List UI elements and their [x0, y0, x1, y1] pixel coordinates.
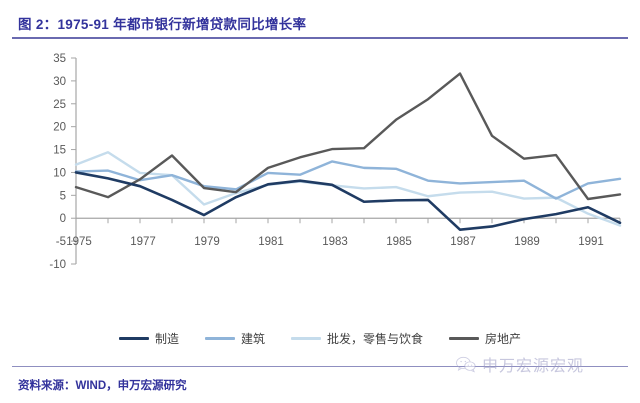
legend-item[interactable]: 房地产	[449, 330, 521, 347]
series-line	[74, 171, 622, 231]
y-tick-label: 5	[60, 190, 66, 202]
title-divider	[12, 37, 628, 39]
x-tick-label: 1989	[514, 236, 540, 248]
x-tick-label: 1985	[386, 236, 412, 248]
legend-label: 批发，零售与饮食	[327, 332, 424, 346]
y-tick-label: 35	[53, 53, 66, 65]
figure-title: 图 2：1975-91 年都市银行新增贷款同比增长率	[18, 17, 307, 32]
chart-legend: 制造 建筑 批发，零售与饮食 房地产	[0, 330, 640, 347]
legend-label: 建筑	[240, 332, 265, 346]
footer-divider	[12, 366, 628, 367]
x-tick-label: 1991	[578, 236, 604, 248]
legend-label: 制造	[154, 332, 179, 346]
watermark: 申万宏源宏观	[455, 352, 584, 376]
series-line	[74, 151, 622, 227]
series-line	[74, 160, 622, 200]
x-tick-label: 1981	[258, 236, 284, 248]
x-tick-label: 1983	[322, 236, 348, 248]
x-tick-label: 1987	[450, 236, 476, 248]
wechat-icon	[456, 356, 476, 372]
chart-plot-area: 35 30 25 20 15 10 5 0 -5 -10 1975 1977 1979 1981 1983 1…	[0, 42, 640, 327]
legend-item[interactable]: 建筑	[204, 330, 265, 347]
x-tick-label: 1975	[66, 236, 92, 248]
series-line	[74, 72, 622, 201]
y-tick-label: 10	[53, 167, 66, 179]
legend-item[interactable]: 制造	[118, 330, 179, 347]
legend-color-swatch	[449, 337, 480, 340]
y-tick-label: 30	[53, 76, 66, 88]
y-tick-label: 15	[53, 145, 66, 157]
legend-color-swatch	[118, 337, 149, 340]
y-tick-label: 0	[60, 213, 66, 225]
source-note: 资料来源：WIND，申万宏源研究	[18, 380, 187, 392]
y-tick-label: -5	[56, 236, 66, 248]
watermark-text: 申万宏源宏观	[482, 358, 585, 375]
legend-label: 房地产	[485, 332, 522, 346]
legend-item[interactable]: 批发，零售与饮食	[291, 330, 423, 347]
y-tick-label: 25	[53, 99, 66, 111]
legend-color-swatch	[204, 337, 235, 340]
x-tick-label: 1979	[194, 236, 220, 248]
legend-color-swatch	[291, 337, 321, 340]
y-tick-label: -10	[49, 259, 66, 271]
y-tick-label: 20	[53, 122, 66, 134]
x-tick-label: 1977	[130, 236, 156, 248]
